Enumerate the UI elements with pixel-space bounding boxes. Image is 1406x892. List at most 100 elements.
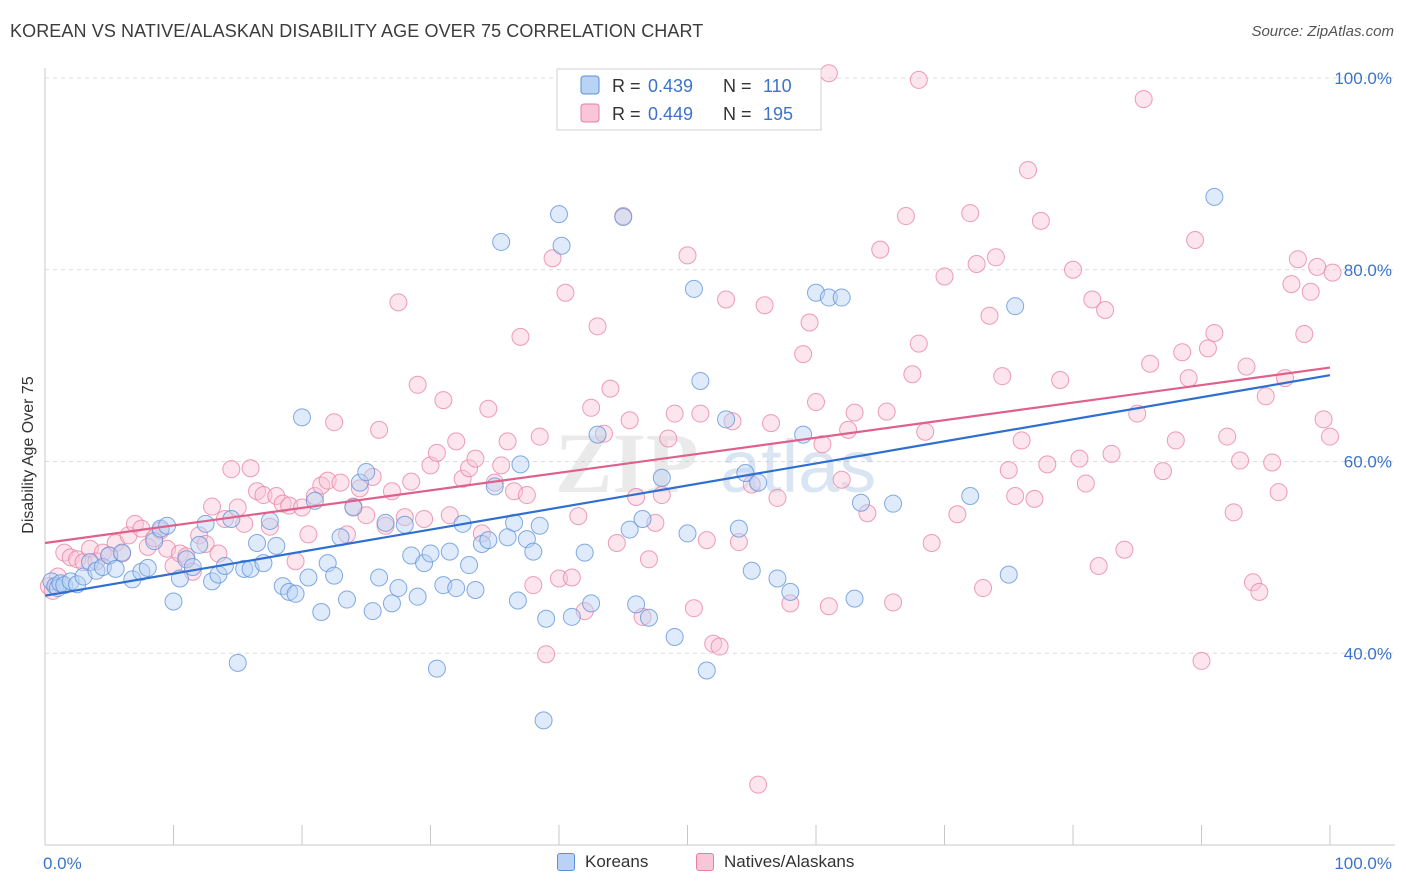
native-point (909, 70, 928, 89)
korean-point (376, 513, 395, 532)
native-point (1012, 431, 1031, 450)
native-point (742, 475, 761, 494)
korean-point (665, 627, 684, 646)
native-point (434, 391, 453, 410)
korean-point (851, 493, 870, 512)
native-point (717, 290, 736, 309)
korean-point (138, 558, 157, 577)
korean-point (729, 519, 748, 538)
korean-point (742, 561, 761, 580)
native-point (884, 593, 903, 612)
korean-point (614, 208, 633, 227)
legend-swatch-natives (580, 103, 600, 123)
series-koreans (42, 187, 1224, 730)
native-point (877, 402, 896, 421)
korean-point (357, 463, 376, 482)
korean-point (884, 494, 903, 513)
trend-line-natives (44, 366, 1331, 545)
native-point (325, 413, 344, 432)
native-point (582, 398, 601, 417)
native-point (762, 414, 781, 433)
axes (44, 68, 1395, 846)
y-tick-label-40: 40.0% (1344, 644, 1392, 663)
native-point (1308, 257, 1327, 276)
bottom-legend-natives: Natives/Alaskans (696, 852, 854, 872)
korean-point (344, 498, 363, 517)
native-point (832, 470, 851, 489)
native-point (974, 579, 993, 598)
native-point (1288, 250, 1307, 269)
korean-point (389, 579, 408, 598)
native-point (1096, 301, 1115, 320)
native-point (530, 427, 549, 446)
korean-point (248, 533, 267, 552)
bottom-legend-swatch-natives (696, 853, 714, 871)
korean-point (466, 580, 485, 599)
bottom-legend-label-koreans: Koreans (585, 852, 649, 871)
native-point (993, 367, 1012, 386)
legend-n-value-koreans: 110 (763, 76, 792, 96)
native-point (1025, 489, 1044, 508)
native-point (1243, 573, 1262, 592)
korean-point (113, 543, 132, 562)
native-point (1166, 431, 1185, 450)
korean-point (550, 205, 568, 224)
native-point (1089, 557, 1108, 576)
native-point (1224, 503, 1243, 522)
korean-point (164, 592, 183, 611)
native-point (556, 283, 575, 302)
native-point (1323, 263, 1342, 282)
korean-point (350, 473, 369, 492)
tick-labels: 40.0% 60.0% 80.0% 100.0% 0.0% 100.0% (43, 69, 1392, 873)
native-point (254, 486, 273, 505)
korean-point (1205, 187, 1224, 206)
native-point (305, 487, 324, 506)
native-point (697, 531, 716, 550)
korean-point (427, 659, 446, 678)
native-point (588, 317, 607, 336)
native-point (819, 597, 838, 616)
korean-point (382, 594, 401, 613)
native-point (935, 267, 954, 286)
native-point (980, 306, 999, 325)
korean-point (440, 542, 459, 561)
trend-lines (44, 366, 1331, 597)
native-point (1237, 357, 1256, 376)
native-point (845, 403, 864, 422)
native-point (1134, 90, 1153, 109)
native-point (466, 449, 485, 468)
native-point (858, 504, 877, 523)
native-point (460, 459, 479, 478)
native-point (1070, 449, 1089, 468)
native-point (1282, 275, 1301, 294)
korean-point (508, 591, 527, 610)
native-point (569, 507, 588, 526)
x-tick-label-min: 0.0% (43, 854, 82, 873)
native-point (299, 525, 318, 544)
korean-point (781, 582, 800, 601)
native-point (562, 568, 581, 587)
native-point (768, 488, 787, 507)
chart-title: KOREAN VS NATIVE/ALASKAN DISABILITY AGE … (10, 21, 704, 41)
korean-point (633, 510, 652, 529)
korean-point (293, 408, 311, 427)
korean-point (534, 711, 553, 730)
native-point (594, 424, 613, 443)
korean-point (524, 542, 543, 561)
native-point (479, 399, 498, 418)
x-tick-label-max: 100.0% (1334, 854, 1392, 873)
native-point (896, 207, 915, 226)
korean-point (562, 607, 581, 626)
native-point (331, 473, 350, 492)
native-point (903, 365, 922, 384)
native-point (517, 486, 536, 505)
native-point (1038, 455, 1057, 474)
native-point (807, 393, 825, 412)
korean-point (492, 232, 511, 251)
native-point (839, 420, 858, 439)
native-point (402, 472, 421, 491)
korean-point (235, 559, 254, 578)
korean-point (447, 579, 466, 598)
legend-r-label-koreans: R = (612, 76, 641, 96)
native-point (1076, 474, 1095, 493)
